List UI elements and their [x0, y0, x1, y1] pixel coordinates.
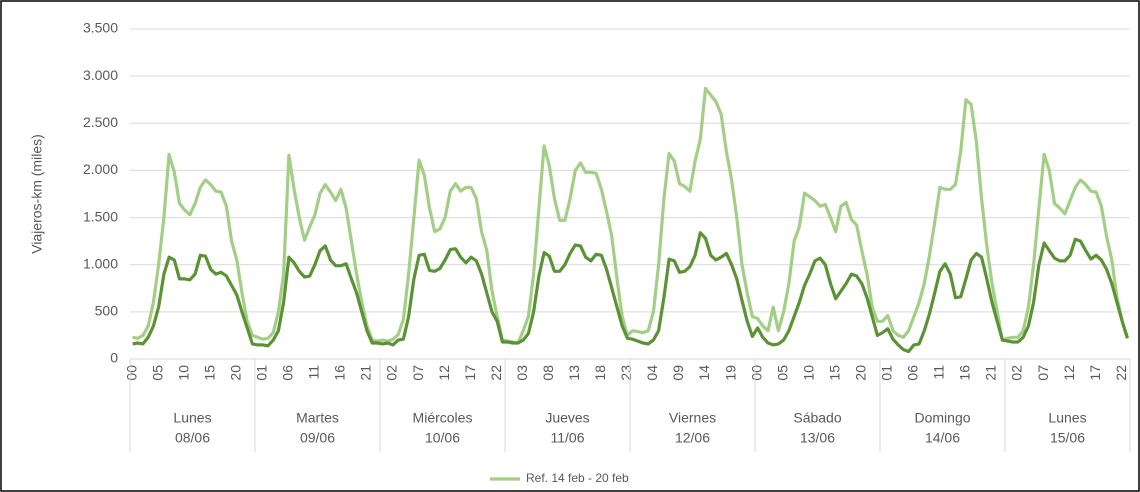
group-label: Sábado	[793, 410, 841, 426]
x-tick-label: 19	[722, 365, 738, 381]
x-tick-label: 02	[1009, 365, 1025, 381]
x-tick-label: 01	[254, 365, 270, 381]
x-tick-label: 08	[540, 365, 556, 381]
x-tick-label: 12	[1061, 365, 1077, 381]
x-tick-label: 16	[957, 365, 973, 381]
series-line	[132, 86, 1129, 345]
group-label: Martes	[296, 410, 339, 426]
x-tick-label: 22	[488, 365, 504, 381]
group-date: 14/06	[925, 430, 960, 446]
y-tick-label: 1.000	[83, 255, 118, 271]
y-tick-label: 2.500	[83, 114, 118, 130]
x-tick-label: 17	[462, 365, 478, 381]
group-date: 08/06	[175, 430, 210, 446]
y-tick-label: 0	[110, 350, 118, 366]
group-date: 13/06	[800, 430, 835, 446]
x-tick-label: 10	[800, 365, 816, 381]
group-date: 15/06	[1050, 430, 1085, 446]
x-tick-label: 22	[1113, 365, 1129, 381]
x-tick-label: 21	[358, 365, 374, 381]
x-tick-label: 03	[514, 365, 530, 381]
x-tick-label: 13	[566, 365, 582, 381]
group-label: Domingo	[914, 410, 970, 426]
x-tick-label: 18	[592, 365, 608, 381]
x-tick-label: 00	[748, 365, 764, 381]
y-tick-label: 2.000	[83, 161, 118, 177]
group-label: Lunes	[1048, 410, 1086, 426]
x-tick-label: 06	[280, 365, 296, 381]
x-tick-label: 17	[1087, 365, 1103, 381]
x-tick-label: 02	[384, 365, 400, 381]
x-tick-label: 21	[983, 365, 999, 381]
y-axis-title: Viajeros-km (miles)	[29, 134, 45, 254]
group-date: 12/06	[675, 430, 710, 446]
x-tick-label: 05	[774, 365, 790, 381]
x-tick-label: 12	[436, 365, 452, 381]
group-label: Jueves	[545, 410, 589, 426]
group-label: Viernes	[669, 410, 716, 426]
x-tick-label: 11	[306, 365, 322, 380]
x-tick-label: 05	[149, 365, 165, 381]
x-tick-label: 09	[670, 365, 686, 381]
x-tick-label: 04	[644, 365, 660, 381]
x-tick-label: 20	[852, 365, 868, 381]
group-label: Miércoles	[413, 410, 473, 426]
x-tick-label: 00	[123, 365, 139, 381]
group-date: 11/06	[551, 430, 585, 446]
x-tick-label: 20	[227, 365, 243, 381]
x-tick-label: 23	[618, 365, 634, 381]
group-date: 09/06	[300, 430, 335, 446]
x-tick-label: 16	[332, 365, 348, 381]
y-tick-label: 3.000	[83, 67, 118, 83]
series-line	[132, 231, 1129, 354]
legend-label: Ref. 14 feb - 20 feb	[526, 471, 629, 485]
y-tick-label: 3.500	[83, 20, 118, 36]
x-tick-label: 07	[410, 365, 426, 381]
x-tick-label: 11	[931, 365, 947, 380]
y-tick-label: 1.500	[83, 208, 118, 224]
x-tick-label: 10	[175, 365, 191, 381]
x-tick-label: 15	[826, 365, 842, 381]
x-tick-label: 06	[905, 365, 921, 381]
x-tick-label: 07	[1035, 365, 1051, 381]
x-tick-label: 15	[201, 365, 217, 381]
group-label: Lunes	[173, 410, 211, 426]
y-tick-label: 500	[95, 303, 119, 319]
x-tick-label: 14	[696, 365, 712, 381]
group-date: 10/06	[425, 430, 460, 446]
x-tick-label: 01	[879, 365, 895, 381]
